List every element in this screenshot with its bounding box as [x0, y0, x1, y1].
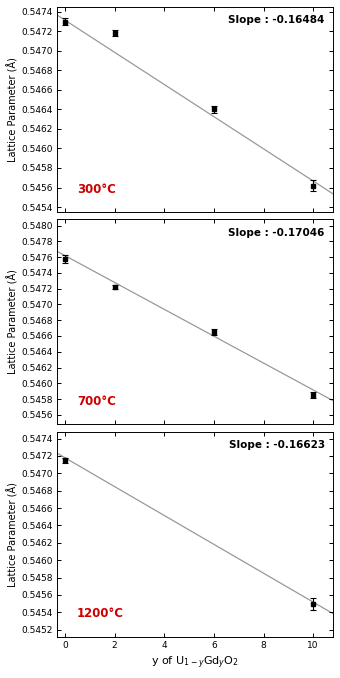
Y-axis label: Lattice Parameter (Å): Lattice Parameter (Å) [7, 481, 18, 586]
Text: Slope : -0.16623: Slope : -0.16623 [229, 440, 325, 450]
Text: 300°C: 300°C [77, 182, 116, 195]
Text: Slope : -0.17046: Slope : -0.17046 [228, 228, 325, 237]
X-axis label: y of U$_{1-y}$Gd$_y$O$_2$: y of U$_{1-y}$Gd$_y$O$_2$ [151, 655, 239, 671]
Text: Slope : -0.16484: Slope : -0.16484 [228, 15, 325, 25]
Y-axis label: Lattice Parameter (Å): Lattice Parameter (Å) [7, 269, 18, 374]
Y-axis label: Lattice Parameter (Å): Lattice Parameter (Å) [7, 57, 18, 162]
Text: 700°C: 700°C [77, 395, 116, 408]
Text: 1200°C: 1200°C [77, 607, 124, 620]
